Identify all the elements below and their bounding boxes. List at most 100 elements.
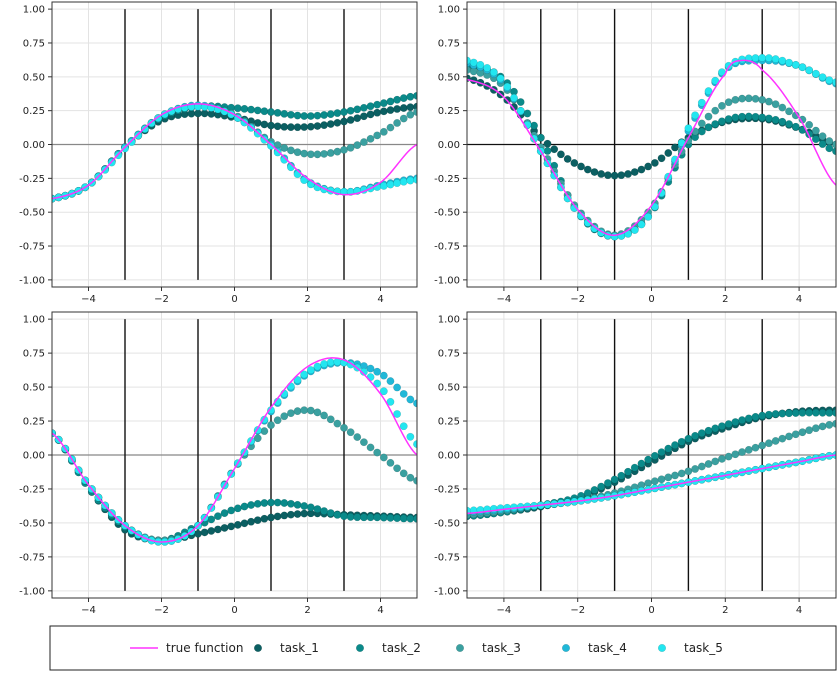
point-task_2	[744, 414, 753, 423]
point-task_3	[704, 460, 713, 468]
point-task_3	[280, 412, 289, 421]
point-task_3	[731, 450, 740, 459]
point-task_2	[818, 140, 827, 148]
point-task_4	[393, 383, 401, 392]
point-task_2	[778, 117, 787, 126]
point-task_2	[373, 100, 382, 109]
point-task_3	[366, 134, 375, 143]
point-task_5	[373, 379, 382, 388]
point-task_3	[718, 455, 726, 463]
point-task_2	[751, 412, 760, 421]
legend-label: true function	[166, 641, 243, 655]
point-task_1	[610, 171, 619, 180]
point-task_3	[386, 458, 395, 467]
point-task_2	[543, 147, 552, 155]
point-task_4	[373, 367, 382, 376]
point-task_5	[469, 58, 478, 67]
point-task_2	[758, 411, 767, 420]
point-task_2	[791, 122, 800, 131]
point-task_3	[333, 147, 342, 156]
point-task_3	[711, 457, 720, 466]
point-task_2	[778, 409, 787, 418]
point-task_2	[805, 408, 814, 417]
point-task_1	[657, 154, 666, 163]
point-task_1	[570, 159, 579, 167]
point-task_2	[273, 108, 282, 117]
y-tick-label: 1.00	[23, 315, 45, 326]
point-task_3	[340, 146, 348, 154]
y-tick-label: -0.50	[434, 518, 460, 529]
point-task_2	[771, 115, 780, 124]
point-task_1	[273, 512, 282, 521]
legend-entry-task_1: task_1	[253, 641, 319, 655]
point-task_2	[825, 144, 834, 153]
point-task_2	[227, 506, 236, 515]
point-task_3	[684, 467, 693, 476]
point-task_5	[758, 53, 767, 62]
point-task_1	[293, 123, 302, 132]
y-tick-label: -1.00	[19, 275, 45, 286]
y-tick-label: -0.25	[434, 484, 460, 495]
point-task_3	[373, 448, 382, 457]
point-task_2	[207, 515, 216, 524]
y-tick-label: 0.75	[438, 38, 460, 49]
point-task_5	[127, 138, 136, 146]
point-task_3	[650, 477, 659, 486]
point-task_1	[326, 120, 335, 128]
point-task_3	[798, 428, 807, 437]
point-task_3	[293, 407, 302, 416]
point-task_1	[200, 109, 209, 118]
point-task_3	[399, 469, 408, 478]
y-tick-label: -0.75	[434, 242, 460, 253]
point-task_1	[366, 110, 375, 119]
point-task_2	[406, 92, 415, 101]
point-task_2	[697, 127, 706, 136]
point-task_2	[320, 507, 328, 515]
point-task_2	[785, 120, 793, 128]
point-task_5	[306, 366, 315, 374]
y-tick-label: -1.00	[434, 275, 460, 286]
true-function-line	[52, 103, 417, 200]
point-task_3	[300, 406, 309, 415]
point-task_3	[791, 430, 800, 439]
legend-label: task_3	[482, 641, 521, 655]
point-task_2	[240, 502, 249, 511]
point-task_5	[280, 155, 289, 164]
point-task_1	[373, 108, 382, 117]
x-tick-label: 2	[304, 605, 310, 616]
point-task_2	[711, 120, 720, 128]
point-task_1	[280, 511, 289, 520]
point-task_2	[346, 512, 355, 521]
point-task_3	[751, 94, 760, 103]
point-task_1	[306, 122, 315, 131]
point-task_3	[724, 452, 733, 461]
point-task_2	[360, 103, 368, 112]
y-tick-label: -0.50	[19, 208, 45, 219]
point-task_2	[724, 115, 733, 123]
point-task_2	[684, 434, 693, 443]
point-task_2	[240, 104, 249, 113]
y-tick-label: -0.75	[434, 552, 460, 563]
point-task_2	[697, 429, 706, 438]
point-task_3	[711, 106, 720, 115]
point-task_3	[320, 150, 328, 158]
point-task_2	[346, 106, 355, 115]
legend-marker-handle	[456, 644, 465, 653]
point-task_3	[333, 419, 342, 428]
point-task_1	[220, 524, 229, 532]
point-task_2	[791, 409, 800, 417]
point-task_3	[260, 427, 269, 435]
point-task_1	[353, 114, 362, 123]
y-tick-label: 0.50	[438, 383, 460, 394]
point-task_1	[557, 150, 565, 159]
point-task_1	[603, 171, 612, 180]
point-task_3	[691, 465, 700, 473]
point-task_1	[267, 121, 275, 130]
point-task_3	[360, 438, 368, 447]
point-task_2	[536, 133, 545, 142]
point-task_3	[379, 453, 388, 462]
point-task_1	[320, 121, 328, 130]
point-task_2	[523, 109, 532, 118]
point-task_4	[366, 364, 375, 373]
